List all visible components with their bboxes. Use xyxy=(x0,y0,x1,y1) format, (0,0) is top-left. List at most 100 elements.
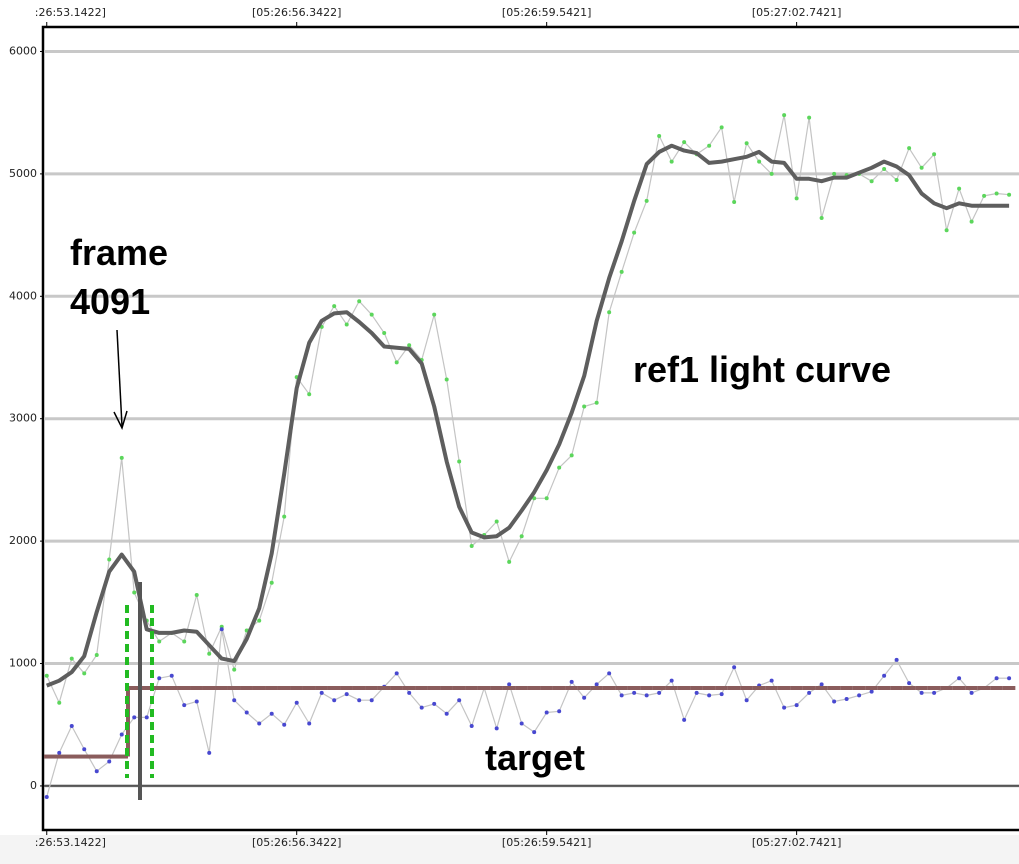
data-point xyxy=(557,465,562,470)
x-tick-label: [05:26:56.3422] xyxy=(252,836,341,849)
data-point xyxy=(819,682,824,687)
data-point xyxy=(707,143,712,148)
data-point xyxy=(407,343,412,348)
data-point xyxy=(794,196,799,201)
data-point xyxy=(869,689,874,694)
data-point xyxy=(157,639,162,644)
data-point xyxy=(832,699,837,704)
y-tick-label: 0 xyxy=(30,779,37,792)
data-point xyxy=(94,769,99,774)
data-point xyxy=(544,710,549,715)
annotation: frame xyxy=(70,232,168,273)
data-point xyxy=(169,673,174,678)
data-point xyxy=(832,171,837,176)
data-point xyxy=(107,557,112,562)
data-point xyxy=(532,730,537,735)
data-point xyxy=(357,698,362,703)
data-point xyxy=(594,682,599,687)
data-point xyxy=(44,673,49,678)
data-point xyxy=(807,115,812,120)
data-point xyxy=(207,750,212,755)
data-point xyxy=(294,700,299,705)
x-tick-label: [05:26:56.3422] xyxy=(252,6,341,19)
data-point xyxy=(582,695,587,700)
data-point xyxy=(782,113,787,118)
data-point xyxy=(982,193,987,198)
data-point xyxy=(519,534,524,539)
data-point xyxy=(94,652,99,657)
data-point xyxy=(69,723,74,728)
data-point xyxy=(444,377,449,382)
data-point xyxy=(432,312,437,317)
data-point xyxy=(107,759,112,764)
data-point xyxy=(907,681,912,686)
data-point xyxy=(769,678,774,683)
data-point xyxy=(732,665,737,670)
x-tick-label: :26:53.1422] xyxy=(35,836,106,849)
data-point xyxy=(332,698,337,703)
data-point xyxy=(544,496,549,501)
annotation: 4091 xyxy=(70,281,150,322)
data-point xyxy=(469,544,474,549)
data-point xyxy=(382,331,387,336)
x-tick-label: [05:26:59.5421] xyxy=(502,836,591,849)
data-point xyxy=(282,514,287,519)
data-point xyxy=(757,159,762,164)
data-point xyxy=(507,682,512,687)
data-point xyxy=(694,690,699,695)
annotation: ref1 light curve xyxy=(633,349,891,390)
data-point xyxy=(932,152,937,157)
data-point xyxy=(844,697,849,702)
data-point xyxy=(344,322,349,327)
data-point xyxy=(319,690,324,695)
data-point xyxy=(607,671,612,676)
data-point xyxy=(57,750,62,755)
data-point xyxy=(394,360,399,365)
annotation: target xyxy=(485,737,585,778)
y-tick-label: 3000 xyxy=(9,412,37,425)
data-point xyxy=(557,709,562,714)
data-point xyxy=(582,404,587,409)
data-point xyxy=(719,692,724,697)
data-point xyxy=(569,453,574,458)
data-point xyxy=(419,705,424,710)
x-tick-label: [05:27:02.7421] xyxy=(752,836,841,849)
data-point xyxy=(144,715,149,720)
data-point xyxy=(407,690,412,695)
data-point xyxy=(494,726,499,731)
smoothed-curve xyxy=(45,143,1010,688)
data-point xyxy=(432,701,437,706)
axes: 0 1000 2000 3000 4000 5000 6000:26:53.1422]:26… xyxy=(9,6,841,849)
data-point xyxy=(119,455,124,460)
data-point xyxy=(232,698,237,703)
data-point xyxy=(307,392,312,397)
data-point xyxy=(132,590,137,595)
data-point xyxy=(269,580,274,585)
data-point xyxy=(607,310,612,315)
x-tick-label: [05:26:59.5421] xyxy=(502,6,591,19)
data-point xyxy=(644,693,649,698)
data-point xyxy=(469,723,474,728)
data-point xyxy=(507,559,512,564)
data-point xyxy=(457,459,462,464)
data-point xyxy=(232,667,237,672)
data-point xyxy=(769,171,774,176)
data-point xyxy=(82,671,87,676)
data-point xyxy=(944,228,949,233)
data-point xyxy=(194,592,199,597)
data-point xyxy=(532,496,537,501)
data-point xyxy=(857,693,862,698)
data-point xyxy=(119,732,124,737)
data-point xyxy=(257,618,262,623)
data-point xyxy=(657,133,662,138)
data-point xyxy=(932,690,937,695)
data-point xyxy=(807,690,812,695)
data-point xyxy=(332,304,337,309)
data-point xyxy=(669,159,674,164)
data-point xyxy=(82,747,87,752)
data-point xyxy=(219,627,224,632)
data-point xyxy=(69,656,74,661)
data-point xyxy=(369,312,374,317)
